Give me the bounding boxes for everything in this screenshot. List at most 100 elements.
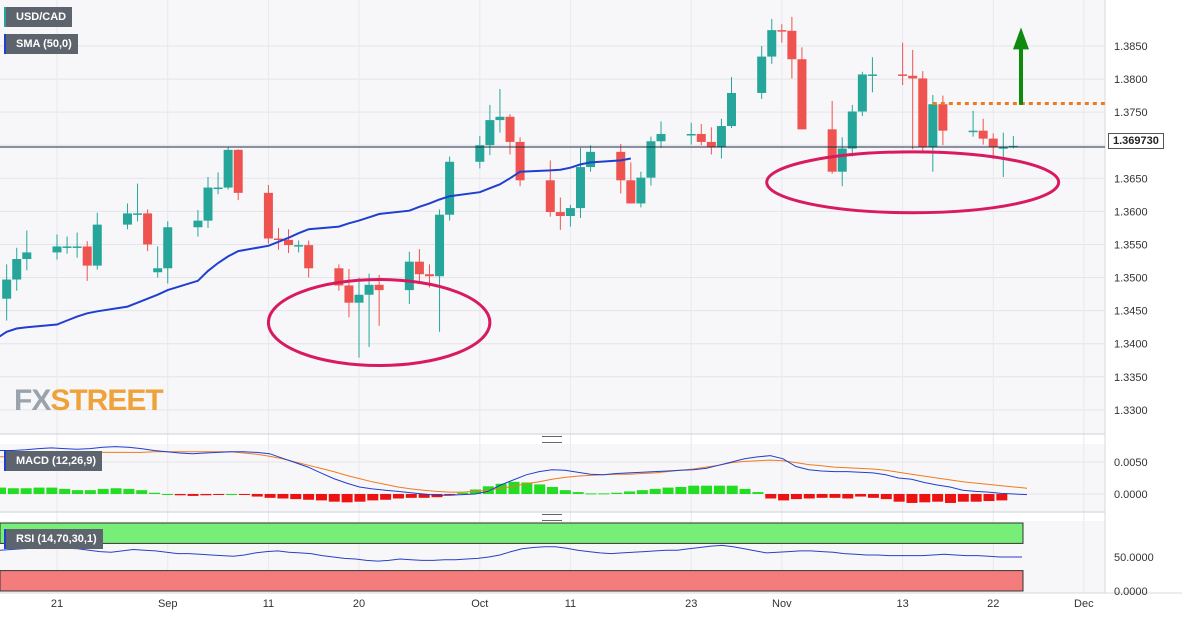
macd-hist-bar-neg [893, 494, 905, 502]
macd-hist-bar-pos [752, 492, 764, 494]
pane-resize-handle-rsi[interactable] [542, 514, 562, 521]
macd-hist-bar-neg [906, 494, 918, 503]
macd-hist-bar-pos [84, 490, 96, 494]
macd-hist-bar-neg [867, 494, 879, 498]
macd-hist-bar-neg [290, 494, 302, 500]
candle-down [988, 138, 998, 148]
candle-down [424, 274, 434, 277]
macd-hist-bar-neg [765, 494, 777, 499]
candle-up [22, 252, 32, 260]
candle-up [445, 161, 455, 215]
price-tick-label: 1.3650 [1114, 173, 1148, 185]
price-tick-label: 1.3550 [1114, 239, 1148, 251]
time-tick-label: Oct [471, 598, 488, 610]
macd-hist-bar-neg [341, 494, 353, 503]
macd-hist-bar-pos [508, 481, 520, 494]
macd-hist-bar-neg [944, 494, 956, 503]
macd-hist-bar-neg [983, 494, 995, 502]
candle-up [475, 145, 485, 162]
price-tick-label: 1.3450 [1114, 306, 1148, 318]
macd-hist-bar-pos [521, 482, 533, 494]
current-price-tag: 1.369730 [1108, 133, 1164, 149]
macd-hist-bar-pos [585, 493, 597, 495]
time-tick-label: 22 [987, 598, 999, 610]
macd-hist-bar-neg [996, 494, 1008, 501]
candle-down [777, 30, 787, 32]
macd-hist-bar-pos [20, 488, 32, 494]
macd-hist-bar-pos [739, 488, 751, 494]
candle-up [72, 246, 82, 248]
macd-hist-bar-pos [598, 493, 610, 495]
time-tick-label: Nov [772, 598, 792, 610]
candle-down [978, 130, 988, 139]
sma-legend-label: SMA (50,0) [4, 34, 78, 54]
macd-hist-bar-pos [547, 486, 559, 494]
candle-up [435, 214, 445, 277]
price-tick-label: 1.3300 [1114, 405, 1148, 417]
candle-down [898, 74, 908, 76]
candle-up [133, 213, 143, 215]
macd-hist-bar-neg [251, 494, 263, 497]
macd-hist-bar-neg [213, 494, 225, 495]
rsi-tick-label: 50.0000 [1114, 552, 1154, 564]
candle-up [404, 261, 414, 291]
pane-resize-handle-macd[interactable] [542, 436, 562, 443]
candle-down [696, 133, 706, 142]
macd-hist-bar-neg [829, 494, 841, 498]
time-tick-label: 23 [685, 598, 697, 610]
candle-down [616, 151, 626, 181]
candle-down [938, 104, 948, 131]
candle-up [213, 187, 223, 190]
macd-legend-label: MACD (12,26,9) [4, 451, 103, 471]
macd-hist-bar-neg [277, 494, 289, 499]
macd-hist-bar-pos [701, 485, 713, 494]
candle-down [626, 180, 636, 204]
macd-hist-bar-pos [559, 490, 571, 494]
candle-down [304, 245, 314, 269]
macd-hist-bar-neg [354, 494, 366, 502]
macd-hist-bar-neg [932, 494, 944, 502]
candle-down [334, 268, 344, 286]
price-tick-label: 1.3850 [1114, 41, 1148, 53]
time-tick-label: Dec [1074, 598, 1094, 610]
candle-up [686, 133, 696, 136]
candle-up [52, 246, 62, 253]
macd-hist-bar-pos [161, 494, 173, 495]
macd-hist-bar-pos [624, 491, 636, 494]
candle-down [344, 285, 354, 303]
candle-down [918, 78, 928, 148]
macd-hist-bar-neg [315, 494, 327, 501]
time-tick-label: 11 [565, 598, 576, 610]
macd-hist-bar-pos [662, 487, 674, 494]
macd-hist-bar-neg [328, 494, 340, 502]
macd-hist-bar-neg [880, 494, 892, 500]
macd-hist-bar-neg [380, 494, 392, 500]
macd-hist-bar-pos [495, 483, 507, 494]
macd-hist-bar-neg [919, 494, 931, 503]
macd-hist-bar-neg [187, 494, 199, 496]
macd-hist-bar-pos [136, 490, 148, 494]
macd-hist-bar-pos [636, 490, 648, 494]
candle-up [485, 120, 495, 146]
candle-up [12, 259, 22, 280]
price-tick-label: 1.3800 [1114, 74, 1148, 86]
macd-hist-bar-neg [816, 494, 828, 498]
support-ellipse [765, 150, 1061, 215]
candle-up [767, 30, 777, 57]
macd-tick-label: 0.0050 [1114, 457, 1148, 469]
macd-hist-bar-neg [855, 494, 867, 497]
sma-line [0, 157, 631, 338]
candle-down [82, 246, 92, 266]
macd-hist-bar-pos [7, 488, 19, 494]
candle-down [284, 239, 294, 246]
candle-down [797, 59, 807, 130]
macd-hist-bar-pos [649, 488, 661, 494]
price-tick-label: 1.3400 [1114, 339, 1148, 351]
macd-hist-bar-pos [534, 484, 546, 494]
candle-up [163, 227, 173, 269]
candle-down [515, 141, 525, 181]
price-pane-bg [0, 0, 1105, 434]
macd-hist-bar-pos [33, 487, 45, 494]
